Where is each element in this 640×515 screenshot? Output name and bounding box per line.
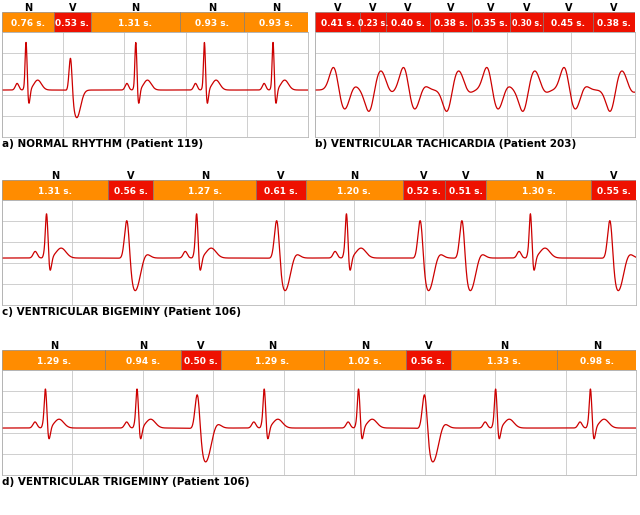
Text: N: N — [272, 4, 280, 13]
Text: N: N — [361, 341, 369, 351]
Bar — [557, 350, 636, 370]
Text: N: N — [208, 4, 216, 13]
Text: V: V — [564, 4, 572, 13]
Text: 0.93 s.: 0.93 s. — [259, 19, 293, 28]
Bar — [2, 350, 106, 370]
Text: 0.38 s.: 0.38 s. — [597, 19, 631, 28]
Text: V: V — [197, 341, 205, 351]
Text: N: N — [500, 341, 508, 351]
Text: N: N — [51, 171, 59, 181]
Text: 1.27 s.: 1.27 s. — [188, 187, 222, 196]
Bar — [256, 180, 306, 200]
Text: d) VENTRICULAR TRIGEMINY (Patient 106): d) VENTRICULAR TRIGEMINY (Patient 106) — [2, 477, 250, 487]
Text: N: N — [535, 171, 543, 181]
Text: N: N — [350, 171, 358, 181]
Bar — [108, 180, 154, 200]
Text: V: V — [425, 341, 432, 351]
Text: V: V — [447, 4, 454, 13]
Text: N: N — [50, 341, 58, 351]
Bar — [543, 12, 593, 32]
Text: 1.02 s.: 1.02 s. — [348, 357, 382, 366]
Text: 0.40 s.: 0.40 s. — [391, 19, 424, 28]
Bar — [315, 12, 360, 32]
Bar — [154, 180, 256, 200]
Text: 0.61 s.: 0.61 s. — [264, 187, 298, 196]
Bar — [106, 350, 180, 370]
Text: N: N — [593, 341, 601, 351]
Text: 0.94 s.: 0.94 s. — [126, 357, 160, 366]
Bar — [486, 180, 591, 200]
Text: N: N — [201, 171, 209, 181]
Text: 0.52 s.: 0.52 s. — [407, 187, 441, 196]
Bar — [403, 180, 445, 200]
Bar — [360, 12, 386, 32]
Text: 0.56 s.: 0.56 s. — [114, 187, 148, 196]
Text: N: N — [131, 4, 140, 13]
Text: 1.29 s.: 1.29 s. — [36, 357, 71, 366]
Text: 1.33 s.: 1.33 s. — [487, 357, 521, 366]
Bar — [406, 350, 451, 370]
Text: a) NORMAL RHYTHM (Patient 119): a) NORMAL RHYTHM (Patient 119) — [2, 139, 203, 149]
Bar — [90, 12, 180, 32]
Text: 0.45 s.: 0.45 s. — [551, 19, 585, 28]
Text: V: V — [68, 4, 76, 13]
Bar — [2, 12, 54, 32]
Text: 0.98 s.: 0.98 s. — [580, 357, 614, 366]
Text: N: N — [268, 341, 276, 351]
Text: 0.30 s.: 0.30 s. — [512, 19, 542, 28]
Bar — [593, 12, 635, 32]
Text: V: V — [462, 171, 469, 181]
Bar — [180, 350, 221, 370]
Text: V: V — [404, 4, 412, 13]
Text: 0.56 s.: 0.56 s. — [412, 357, 445, 366]
Text: V: V — [277, 171, 285, 181]
Bar — [591, 180, 636, 200]
Text: N: N — [139, 341, 147, 351]
Text: c) VENTRICULAR BIGEMINY (Patient 106): c) VENTRICULAR BIGEMINY (Patient 106) — [2, 307, 241, 317]
Bar — [244, 12, 308, 32]
Text: 0.41 s.: 0.41 s. — [321, 19, 355, 28]
Text: V: V — [487, 4, 495, 13]
Text: 0.38 s.: 0.38 s. — [434, 19, 468, 28]
Text: 0.76 s.: 0.76 s. — [11, 19, 45, 28]
Bar — [429, 12, 472, 32]
Text: 0.51 s.: 0.51 s. — [449, 187, 483, 196]
Text: N: N — [24, 4, 32, 13]
Text: 0.23 s.: 0.23 s. — [358, 19, 388, 28]
Text: V: V — [334, 4, 341, 13]
Text: V: V — [523, 4, 531, 13]
Bar — [324, 350, 406, 370]
Bar — [510, 12, 543, 32]
Text: 1.30 s.: 1.30 s. — [522, 187, 556, 196]
Bar — [221, 350, 324, 370]
Bar — [180, 12, 244, 32]
Text: 0.50 s.: 0.50 s. — [184, 357, 218, 366]
Bar — [306, 180, 403, 200]
Text: 0.53 s.: 0.53 s. — [56, 19, 89, 28]
Text: V: V — [610, 171, 618, 181]
Bar — [2, 180, 108, 200]
Bar — [472, 12, 510, 32]
Text: 0.93 s.: 0.93 s. — [195, 19, 229, 28]
Text: 1.31 s.: 1.31 s. — [38, 187, 72, 196]
Text: 1.20 s.: 1.20 s. — [337, 187, 371, 196]
Bar — [451, 350, 557, 370]
Text: 0.35 s.: 0.35 s. — [474, 19, 508, 28]
Text: 0.55 s.: 0.55 s. — [596, 187, 630, 196]
Text: V: V — [611, 4, 618, 13]
Text: 1.29 s.: 1.29 s. — [255, 357, 289, 366]
Text: b) VENTRICULAR TACHICARDIA (Patient 203): b) VENTRICULAR TACHICARDIA (Patient 203) — [315, 139, 576, 149]
Bar — [54, 12, 90, 32]
Text: V: V — [420, 171, 428, 181]
Text: V: V — [127, 171, 134, 181]
Bar — [445, 180, 486, 200]
Text: 1.31 s.: 1.31 s. — [118, 19, 152, 28]
Bar — [386, 12, 429, 32]
Text: V: V — [369, 4, 377, 13]
